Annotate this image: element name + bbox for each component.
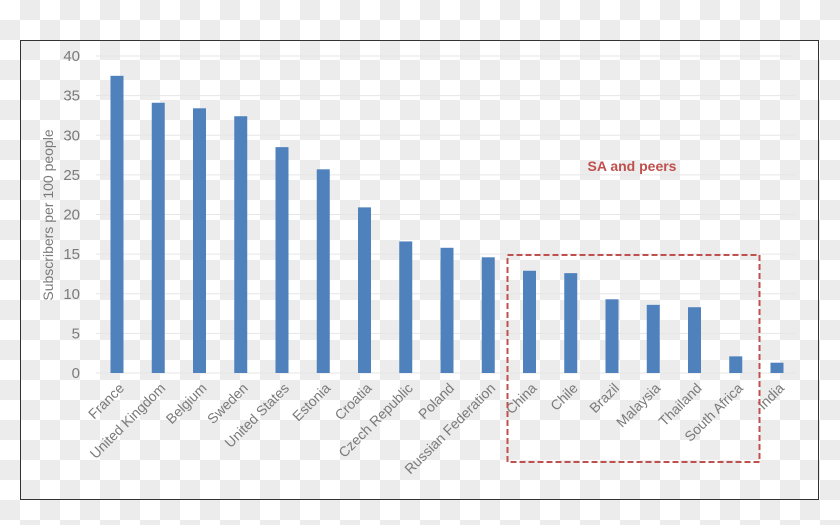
bar-poland: [440, 247, 454, 373]
x-tick-label: Brazil: [586, 380, 622, 416]
bar-united-states: [275, 147, 289, 373]
chart-frame: [20, 40, 819, 500]
y-axis-ticks: 0 5 10 15 20 25 30 35 40: [63, 48, 80, 382]
y-tick-label: 30: [63, 127, 80, 144]
bar-belgium: [193, 108, 206, 374]
bar-chile: [564, 273, 578, 373]
x-tick-label: Czech Republic: [335, 380, 416, 461]
annotations: SA and peers: [506, 158, 761, 463]
y-tick-label: 10: [63, 286, 80, 303]
sa-peers-box: [506, 254, 761, 463]
bars: [110, 75, 784, 374]
y-tick-label: 35: [63, 88, 80, 105]
y-tick-label: 0: [72, 365, 80, 382]
bar-malaysia: [646, 304, 660, 373]
y-tick-label: 25: [63, 167, 80, 184]
x-tick-label: United Kingdom: [87, 380, 169, 462]
bar-china: [523, 270, 536, 373]
bar-france: [110, 75, 124, 373]
bar-czech-republic: [399, 241, 413, 373]
x-tick-label: Malaysia: [613, 380, 664, 431]
y-axis-label: Subscribers per 100 people: [40, 129, 56, 300]
bar-india: [770, 362, 784, 373]
bar-estonia: [316, 169, 330, 373]
annotation-label: SA and peers: [588, 158, 677, 174]
y-tick-label: 40: [63, 48, 80, 65]
bar-united-kingdom: [151, 102, 165, 373]
x-tick-label: Belgium: [163, 380, 210, 427]
y-tick-label: 15: [63, 246, 80, 263]
x-tick-label: Chile: [547, 380, 581, 414]
bar-croatia: [358, 207, 371, 373]
bar-russian-federation: [481, 257, 495, 373]
bar-south-africa: [729, 356, 743, 373]
x-tick-label: Estonia: [289, 380, 333, 424]
bar-thailand: [688, 307, 701, 373]
bar-brazil: [605, 299, 619, 373]
bar-sweden: [234, 116, 248, 373]
y-tick-label: 20: [63, 207, 80, 224]
y-tick-label: 5: [72, 325, 80, 342]
